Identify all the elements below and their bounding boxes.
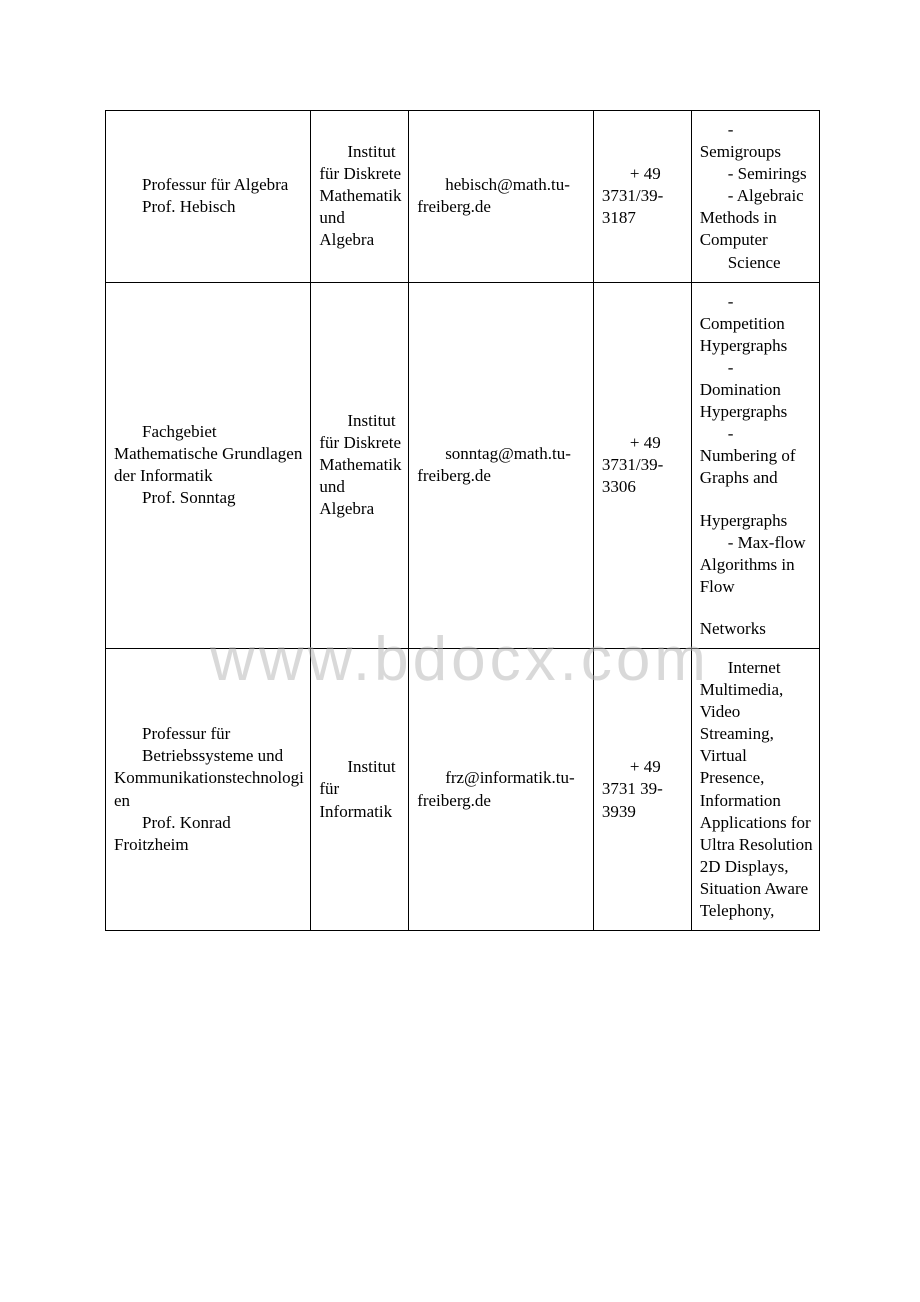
email-text: frz@informatik.tu-freiberg.de xyxy=(417,767,587,811)
email-text: hebisch@math.tu-freiberg.de xyxy=(417,174,587,218)
phone-text: + 49 3731/39-3187 xyxy=(602,163,685,229)
research-item: - Competition Hypergraphs xyxy=(700,291,813,357)
phone-text: + 49 3731 39-3939 xyxy=(602,756,685,822)
cell-email: sonntag@math.tu-freiberg.de xyxy=(409,282,594,648)
name-prof: Prof. Konrad Froitzheim xyxy=(114,812,304,856)
faculty-table: Professur für Algebra Prof. Hebisch Inst… xyxy=(105,110,820,931)
research-item: - Numbering of Graphs and xyxy=(700,423,813,489)
cell-institute: Institut für Informatik xyxy=(311,648,409,930)
institute-text: Institut für Diskrete Mathematik und Alg… xyxy=(319,141,402,251)
name-title: Fachgebiet Mathematische Grundlagen der … xyxy=(114,421,304,487)
research-text: Internet Multimedia, Video Streaming, Vi… xyxy=(700,657,813,922)
research-item: Science xyxy=(700,252,813,274)
institute-text: Institut für Informatik xyxy=(319,756,402,822)
name-prof: Prof. Sonntag xyxy=(114,487,304,509)
cell-research: - Semigroups - Semirings - Algebraic Met… xyxy=(691,111,819,283)
name-dept: Betriebssysteme und Kommunikationstechno… xyxy=(114,745,304,811)
institute-text: Institut für Diskrete Mathematik und Alg… xyxy=(319,410,402,520)
cell-phone: + 49 3731/39-3306 xyxy=(593,282,691,648)
research-item: - Max-flow Algorithms in Flow xyxy=(700,532,813,598)
name-title: Professur für xyxy=(114,723,304,745)
cell-phone: + 49 3731/39-3187 xyxy=(593,111,691,283)
cell-research: - Competition Hypergraphs - Domination H… xyxy=(691,282,819,648)
table-row: Professur für Algebra Prof. Hebisch Inst… xyxy=(106,111,820,283)
research-item: - Semirings xyxy=(700,163,813,185)
name-prof: Prof. Hebisch xyxy=(114,196,304,218)
phone-text: + 49 3731/39-3306 xyxy=(602,432,685,498)
research-item: Networks xyxy=(700,618,813,640)
cell-name: Professur für Betriebssysteme und Kommun… xyxy=(106,648,311,930)
name-title: Professur für Algebra xyxy=(114,174,304,196)
research-item: - Semigroups xyxy=(700,119,813,163)
cell-name: Fachgebiet Mathematische Grundlagen der … xyxy=(106,282,311,648)
research-item: - Domination Hypergraphs xyxy=(700,357,813,423)
research-item: - Algebraic Methods in Computer xyxy=(700,185,813,251)
table-row: Professur für Betriebssysteme und Kommun… xyxy=(106,648,820,930)
cell-institute: Institut für Diskrete Mathematik und Alg… xyxy=(311,282,409,648)
cell-research: Internet Multimedia, Video Streaming, Vi… xyxy=(691,648,819,930)
cell-phone: + 49 3731 39-3939 xyxy=(593,648,691,930)
cell-name: Professur für Algebra Prof. Hebisch xyxy=(106,111,311,283)
email-text: sonntag@math.tu-freiberg.de xyxy=(417,443,587,487)
research-item: Hypergraphs xyxy=(700,510,813,532)
cell-email: hebisch@math.tu-freiberg.de xyxy=(409,111,594,283)
table-row: Fachgebiet Mathematische Grundlagen der … xyxy=(106,282,820,648)
cell-email: frz@informatik.tu-freiberg.de xyxy=(409,648,594,930)
cell-institute: Institut für Diskrete Mathematik und Alg… xyxy=(311,111,409,283)
